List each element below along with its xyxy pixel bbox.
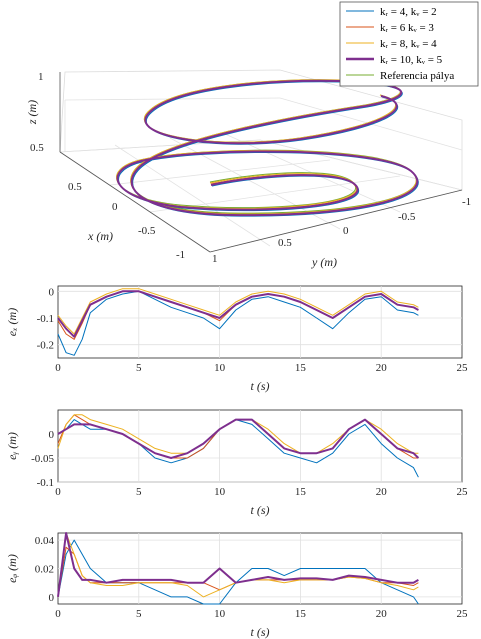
- x-tick-label: 10: [214, 486, 226, 498]
- x-tick-label: 0.5: [68, 181, 82, 193]
- x-axis-label: t (s): [251, 379, 270, 393]
- series-line-1: [57, 539, 419, 605]
- y-tick-label: 0: [49, 592, 55, 604]
- panel-ez: 0 5 10 15 20 25 0.04 0.02 0 t (s) eᵩ (m): [5, 532, 469, 639]
- legend-box: [339, 1, 479, 87]
- trajectory-k6: [117, 80, 418, 215]
- panel-ey: 0 5 10 15 20 25 0 -0.05 -0.1 t (s) eᵧ (m): [5, 409, 469, 517]
- z-tick-label: 1: [38, 71, 44, 83]
- y-tick-label: 0.02: [35, 564, 54, 576]
- y-tick-label: -0.05: [31, 453, 54, 465]
- x-axis-line: [59, 151, 211, 253]
- z-tick-label: 0.5: [30, 142, 44, 154]
- y-tick-label: -0.1: [37, 313, 54, 325]
- y-tick-label: 0.04: [35, 535, 55, 547]
- x-tick-label: 15: [295, 608, 307, 620]
- legend-label: kᵣ = 6 kᵥ = 3: [380, 22, 434, 34]
- x-tick-label: 0: [55, 362, 61, 374]
- y-axis-label: eᵧ (m): [5, 432, 19, 460]
- x-tick-label: 20: [376, 362, 388, 374]
- x-axis-label: t (s): [251, 625, 270, 639]
- x-tick-label: -0.5: [138, 225, 156, 237]
- trajectory-k10: [116, 79, 419, 217]
- x-tick-label: 15: [295, 486, 307, 498]
- y-tick-label: 1: [212, 253, 218, 265]
- y-tick-label: 0: [49, 286, 55, 298]
- x-tick-label: 0: [55, 486, 61, 498]
- y-tick-label: -0.2: [37, 340, 54, 352]
- x-tick-label: 5: [136, 608, 142, 620]
- legend-label: kᵣ = 10, kᵥ = 5: [380, 54, 443, 66]
- trajectory-k8: [116, 79, 417, 215]
- legend-label: Referencia pálya: [380, 70, 454, 82]
- plot-area: [57, 285, 463, 359]
- legend-label: kᵣ = 8, kᵥ = 4: [380, 38, 437, 50]
- trajectory-reference: [116, 79, 417, 214]
- plot-3d: 1 0.5 0.5 0 -0.5 -1 1 0.5 0 -0.5 -1 z (m…: [25, 69, 471, 269]
- x-tick-label: 25: [457, 486, 469, 498]
- x-tick-label: 5: [136, 486, 142, 498]
- x-tick-label: 10: [214, 608, 226, 620]
- x-tick-label: 15: [295, 362, 307, 374]
- y-tick-label: 0: [49, 429, 55, 441]
- y-axis-line: [209, 189, 463, 253]
- y-axis-label: eₓ (m): [5, 308, 19, 336]
- x-tick-label: 0: [55, 608, 61, 620]
- y-tick-label: -0.1: [37, 477, 54, 489]
- legend: kᵣ = 4, kᵥ = 2 kᵣ = 6 kᵥ = 3 kᵣ = 8, kᵥ = …: [339, 1, 479, 87]
- y-axis-label: y (m): [311, 255, 337, 269]
- y-tick-label: -1: [462, 196, 471, 208]
- x-tick-label: 25: [457, 362, 469, 374]
- trajectory-curves: [116, 79, 419, 217]
- y-tick-label: -0.5: [398, 211, 416, 223]
- series-line-4: [57, 290, 419, 338]
- x-axis-label: x (m): [87, 229, 113, 243]
- x-tick-label: -1: [176, 249, 185, 261]
- z-axis-label: z (m): [25, 100, 39, 125]
- x-tick-label: 0: [112, 201, 118, 213]
- series-line-4: [57, 532, 419, 598]
- series-line-4: [57, 418, 420, 459]
- x-axis-label: t (s): [251, 503, 270, 517]
- y-axis-label: eᵩ (m): [5, 554, 19, 583]
- x-tick-label: 5: [136, 362, 142, 374]
- series-line-3: [57, 288, 419, 335]
- y-tick-label: 0: [343, 225, 349, 237]
- x-tick-label: 25: [457, 608, 469, 620]
- series-line-3: [57, 532, 419, 598]
- x-tick-label: 10: [214, 362, 226, 374]
- y-tick-label: 0.5: [278, 237, 292, 249]
- x-tick-label: 20: [376, 486, 388, 498]
- x-tick-label: 20: [376, 608, 388, 620]
- series-line-1: [57, 290, 419, 356]
- panel-ex: 0 5 10 15 20 25 0 -0.1 -0.2 t (s) eₓ (m): [5, 285, 469, 393]
- legend-label: kᵣ = 4, kᵥ = 2: [380, 6, 437, 18]
